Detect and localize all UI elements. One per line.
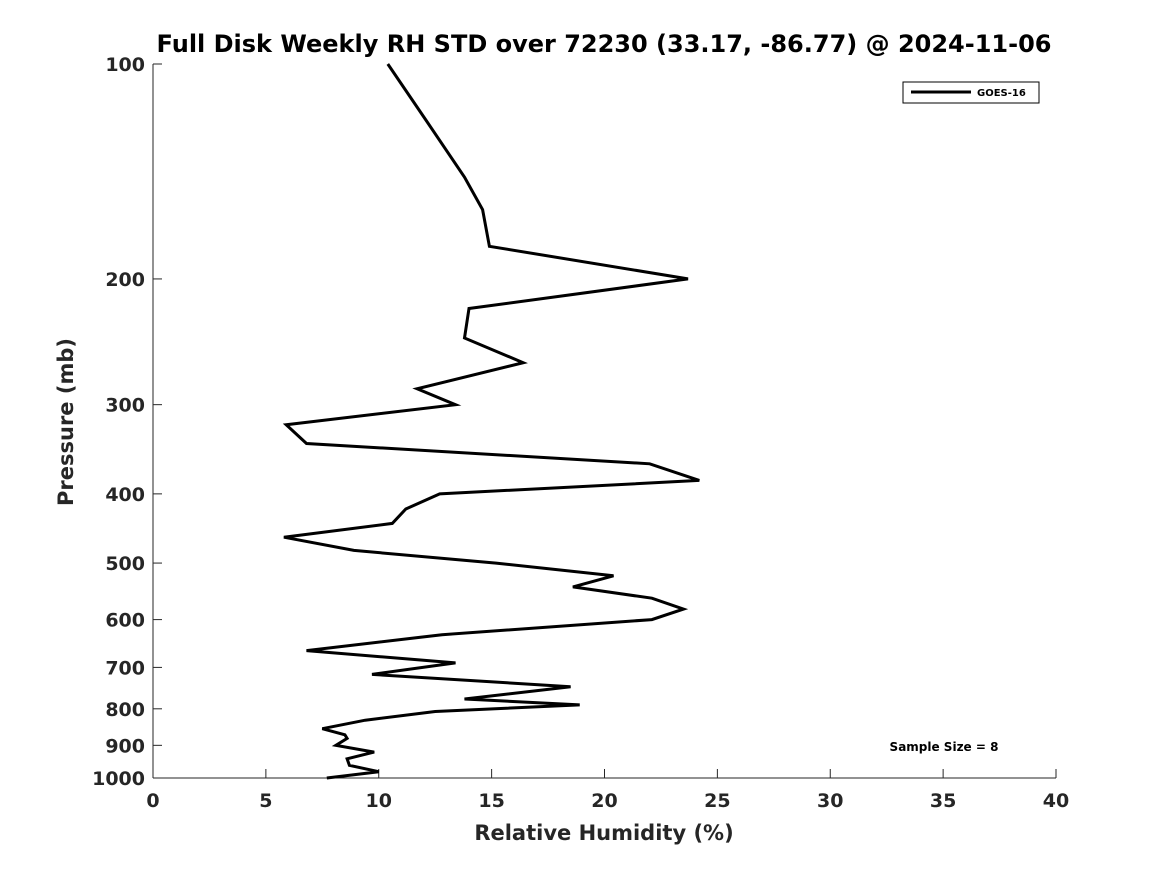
y-tick-label: 300 [105, 395, 145, 417]
y-tick-label: 800 [105, 699, 145, 721]
y-axis-label: Pressure (mb) [54, 338, 78, 506]
y-tick-label: 700 [105, 657, 145, 679]
series-line-goes-16 [282, 63, 700, 780]
x-tick-label: 35 [930, 790, 956, 812]
legend: GOES-16 [902, 81, 1040, 104]
x-tick-label: 0 [146, 790, 159, 812]
sample-size-annotation: Sample Size = 8 [890, 740, 999, 754]
chart-title: Full Disk Weekly RH STD over 72230 (33.1… [157, 30, 1052, 58]
x-axis-label: Relative Humidity (%) [474, 821, 733, 845]
y-tick-label: 1000 [92, 768, 145, 790]
y-tick-label: 200 [105, 269, 145, 291]
x-tick-label: 40 [1043, 790, 1069, 812]
x-tick-label: 25 [704, 790, 730, 812]
y-tick-label: 900 [105, 735, 145, 757]
series-group [282, 63, 700, 780]
y-tick-label: 100 [105, 54, 145, 76]
y-tick-label: 500 [105, 553, 145, 575]
x-tick-label: 10 [366, 790, 392, 812]
legend-label-goes-16: GOES-16 [977, 88, 1026, 99]
x-tick-label: 15 [478, 790, 504, 812]
x-tick-label: 30 [817, 790, 843, 812]
x-tick-label: 20 [591, 790, 617, 812]
axes: 0 5 10 15 20 25 30 35 40 100 200 300 400 500 600 700 800… [92, 54, 1069, 812]
x-tick-label: 5 [259, 790, 272, 812]
y-tick-label: 400 [105, 484, 145, 506]
y-tick-label: 600 [105, 610, 145, 632]
